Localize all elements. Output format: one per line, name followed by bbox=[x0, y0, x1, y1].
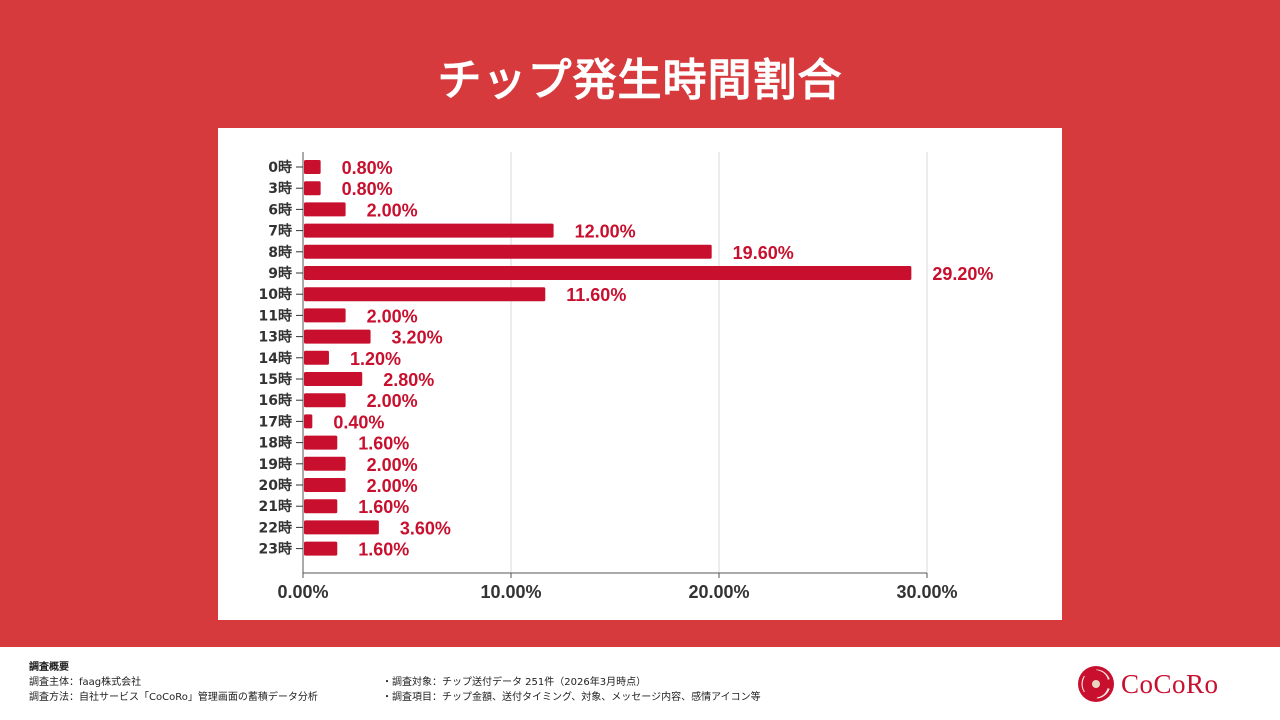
survey-subject: 調査主体：faag株式会社 bbox=[29, 677, 142, 688]
category-label: 3時 bbox=[268, 180, 292, 197]
category-label: 9時 bbox=[268, 265, 292, 282]
value-label: 11.60% bbox=[566, 285, 626, 305]
value-label: 0.80% bbox=[342, 179, 393, 199]
survey-summary: 調査概要 調査主体：faag株式会社 調査方法：自社サービス「CoCoRo」管理… bbox=[29, 660, 318, 705]
bar bbox=[304, 435, 338, 450]
value-label: 3.60% bbox=[400, 518, 451, 538]
cocoro-logo: CoCoRo bbox=[1077, 665, 1219, 703]
value-label: 3.20% bbox=[392, 328, 443, 348]
survey-method: 調査方法：自社サービス「CoCoRo」管理画面の蓄積データ分析 bbox=[29, 692, 318, 703]
bar bbox=[304, 202, 346, 217]
bar bbox=[304, 541, 338, 556]
x-tick-label: 20.00% bbox=[688, 582, 749, 602]
category-label: 14時 bbox=[259, 350, 292, 367]
category-label: 16時 bbox=[259, 392, 292, 409]
category-label: 20時 bbox=[259, 477, 292, 494]
value-label: 1.60% bbox=[358, 434, 409, 454]
chart-panel: 0.00% 10.00% 20.00% 30.00% 0時 0.80% 3時 0.80% 6時 2… bbox=[218, 128, 1062, 620]
x-tick-label: 0.00% bbox=[277, 582, 328, 602]
bar-chart: 0.00% 10.00% 20.00% 30.00% 0時 0.80% 3時 0.80% 6時 2… bbox=[259, 152, 993, 602]
category-label: 7時 bbox=[268, 223, 292, 240]
category-label: 10時 bbox=[259, 286, 292, 303]
category-label: 17時 bbox=[259, 413, 292, 430]
bar bbox=[304, 287, 546, 302]
bar bbox=[304, 308, 346, 323]
bar bbox=[304, 393, 346, 408]
x-tick-label: 10.00% bbox=[480, 582, 541, 602]
value-label: 2.00% bbox=[367, 391, 418, 411]
bar bbox=[304, 456, 346, 471]
bar bbox=[304, 244, 712, 259]
category-label: 11時 bbox=[259, 307, 292, 324]
value-label: 2.00% bbox=[367, 455, 418, 475]
value-label: 1.60% bbox=[358, 497, 409, 517]
value-label: 12.00% bbox=[575, 222, 636, 242]
footer: 調査概要 調査主体：faag株式会社 調査方法：自社サービス「CoCoRo」管理… bbox=[0, 647, 1280, 720]
bar bbox=[304, 329, 371, 344]
value-label: 2.00% bbox=[367, 306, 418, 326]
logo-text: CoCoRo bbox=[1121, 668, 1219, 699]
bar bbox=[304, 223, 554, 238]
bar bbox=[304, 520, 379, 535]
bar bbox=[304, 478, 346, 492]
value-label: 0.40% bbox=[333, 412, 384, 432]
value-label: 1.60% bbox=[358, 540, 409, 560]
category-label: 6時 bbox=[268, 201, 292, 218]
category-label: 8時 bbox=[268, 244, 292, 261]
value-label: 1.20% bbox=[350, 349, 401, 369]
survey-target: ・調査対象：チップ送付データ 251件（2026年3月時点） bbox=[382, 677, 647, 688]
bar bbox=[304, 266, 912, 280]
value-label: 2.00% bbox=[367, 200, 418, 220]
category-label: 22時 bbox=[259, 519, 292, 536]
survey-title: 調査概要 bbox=[29, 662, 69, 673]
bar bbox=[304, 414, 313, 429]
hero-background: チップ発生時間割合 0.00% 10.00% 20.00% 30.00% 0時 0.80%… bbox=[0, 0, 1280, 647]
page-title: チップ発生時間割合 bbox=[437, 55, 843, 106]
category-label: 21時 bbox=[259, 498, 292, 515]
value-label: 2.00% bbox=[367, 476, 418, 496]
category-label: 13時 bbox=[259, 329, 292, 346]
category-label: 19時 bbox=[259, 456, 292, 473]
category-label: 15時 bbox=[259, 371, 292, 388]
value-label: 19.60% bbox=[733, 243, 794, 263]
survey-items: ・調査項目：チップ金額、送付タイミング、対象、メッセージ内容、感情アイコン等 bbox=[382, 692, 761, 703]
cocoro-logo-icon bbox=[1078, 666, 1114, 702]
bar bbox=[304, 499, 338, 514]
category-label: 18時 bbox=[259, 435, 292, 452]
value-label: 2.80% bbox=[383, 370, 434, 390]
survey-details: ・調査対象：チップ送付データ 251件（2026年3月時点） ・調査項目：チップ… bbox=[382, 675, 761, 705]
value-label: 0.80% bbox=[342, 158, 393, 178]
bar bbox=[304, 181, 321, 196]
value-label: 29.20% bbox=[932, 264, 993, 284]
x-tick-label: 30.00% bbox=[896, 582, 957, 602]
bar bbox=[304, 160, 321, 174]
bar bbox=[304, 350, 329, 365]
category-label: 23時 bbox=[259, 541, 292, 558]
category-label: 0時 bbox=[268, 159, 292, 176]
bar bbox=[304, 372, 363, 386]
